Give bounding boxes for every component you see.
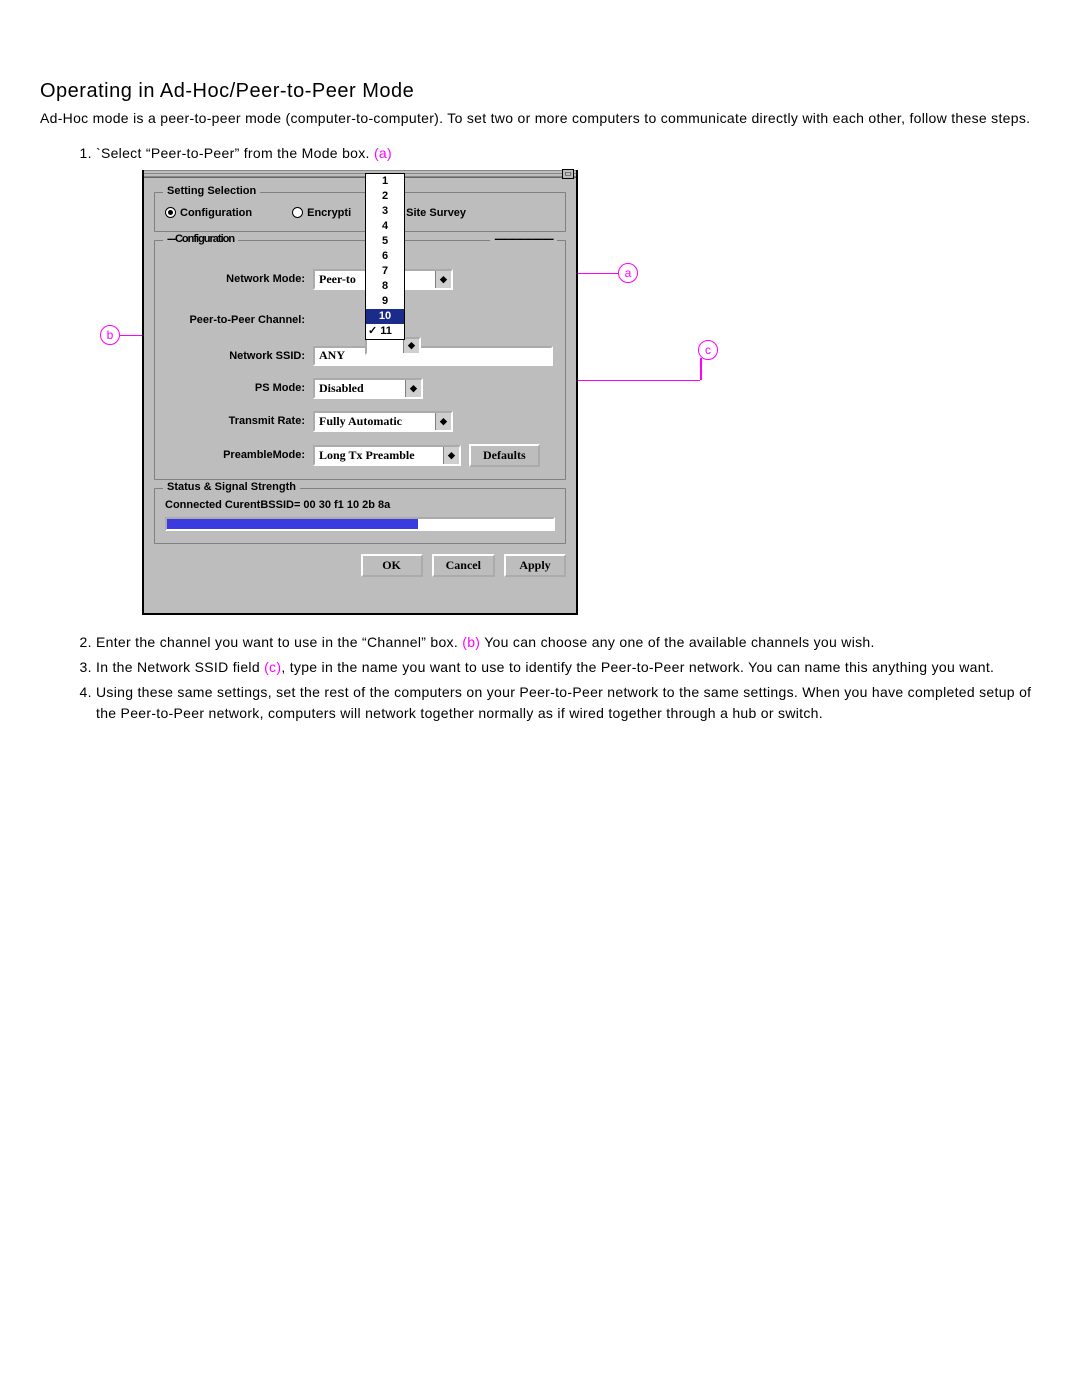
radio-site-survey-label: Site Survey xyxy=(406,207,466,219)
channel-opt-6[interactable]: 6 xyxy=(366,249,404,264)
step-2: Enter the channel you want to use in the… xyxy=(96,632,1040,653)
row-tx-rate: Transmit Rate: Fully Automatic ◆ xyxy=(165,411,555,432)
channel-opt-4[interactable]: 4 xyxy=(366,219,404,234)
select-ps-mode-value: Disabled xyxy=(319,381,364,396)
ok-button[interactable]: OK xyxy=(361,554,423,577)
row-ps-mode: PS Mode: Disabled ◆ xyxy=(165,378,555,399)
channel-opt-9[interactable]: 9 xyxy=(366,294,404,309)
row-network-mode: Network Mode: Peer-to ◆ xyxy=(165,269,555,290)
step3-b: , type in the name you want to use to id… xyxy=(281,659,994,675)
figure: b a c ▭ Setting Selection Configuration xyxy=(100,170,800,620)
channel-opt-11[interactable]: ✓ 11 xyxy=(366,324,404,339)
step-1: `Select “Peer-to-Peer” from the Mode box… xyxy=(96,143,1040,164)
channel-opt-5[interactable]: 5 xyxy=(366,234,404,249)
label-preamble: PreambleMode: xyxy=(165,449,313,461)
signal-progressbar xyxy=(165,517,555,531)
select-preamble[interactable]: Long Tx Preamble ◆ xyxy=(313,445,461,466)
step-list-cont: Enter the channel you want to use in the… xyxy=(40,632,1040,724)
status-text: Connected CurentBSSID= 00 30 f1 10 2b 8a xyxy=(165,499,555,511)
select-network-mode-value: Peer-to xyxy=(319,272,356,287)
callout-c: c xyxy=(698,340,718,360)
radio-configuration[interactable]: Configuration xyxy=(165,207,252,219)
chevron-updown-icon: ◆ xyxy=(443,447,459,464)
step2-a: Enter the channel you want to use in the… xyxy=(96,634,462,650)
step-3: In the Network SSID field (c), type in t… xyxy=(96,657,1040,678)
channel-dropdown[interactable]: 1 2 3 4 5 6 7 8 9 10 ✓ 11 xyxy=(365,173,405,340)
legend-configuration: ---Configuration xyxy=(163,233,238,245)
step2-marker: (b) xyxy=(462,634,480,650)
input-ssid-value: ANY xyxy=(319,348,345,363)
legend-status: Status & Signal Strength xyxy=(163,481,300,493)
group-setting-selection: Setting Selection Configuration Encrypti… xyxy=(154,192,566,232)
step3-a: In the Network SSID field xyxy=(96,659,264,675)
chevron-updown-icon: ◆ xyxy=(403,339,419,353)
channel-opt-2[interactable]: 2 xyxy=(366,189,404,204)
select-tx-rate[interactable]: Fully Automatic ◆ xyxy=(313,411,453,432)
step1-text: `Select “Peer-to-Peer” from the Mode box… xyxy=(96,145,374,161)
label-tx-rate: Transmit Rate: xyxy=(165,415,313,427)
cancel-button[interactable]: Cancel xyxy=(432,554,495,577)
step3-marker: (c) xyxy=(264,659,281,675)
group-status: Status & Signal Strength Connected Curen… xyxy=(154,488,566,544)
chevron-updown-icon: ◆ xyxy=(405,380,421,397)
radio-configuration-label: Configuration xyxy=(180,207,252,219)
row-p2p-channel: Peer-to-Peer Channel: xyxy=(165,314,555,326)
row-preamble: PreambleMode: Long Tx Preamble ◆ Default… xyxy=(165,444,555,467)
label-network-mode: Network Mode: xyxy=(165,273,313,285)
dialog-window: ▭ Setting Selection Configuration Encryp… xyxy=(142,170,578,615)
defaults-button[interactable]: Defaults xyxy=(469,444,540,467)
channel-opt-10[interactable]: 10 xyxy=(366,309,404,324)
button-row: OK Cancel Apply xyxy=(154,554,566,577)
label-ssid: Network SSID: xyxy=(165,350,313,362)
step-list: `Select “Peer-to-Peer” from the Mode box… xyxy=(40,143,1040,164)
channel-opt-8[interactable]: 8 xyxy=(366,279,404,294)
select-tx-rate-value: Fully Automatic xyxy=(319,414,402,429)
callout-c-line-v xyxy=(700,358,702,380)
titlebar: ▭ xyxy=(144,170,576,178)
group-configuration: ---Configuration ---------------------- … xyxy=(154,240,566,480)
step2-b: You can choose any one of the available … xyxy=(480,634,874,650)
row-ssid: Network SSID: ANY xyxy=(165,346,555,366)
radio-encryption[interactable]: Encrypti xyxy=(292,207,351,219)
select-preamble-value: Long Tx Preamble xyxy=(319,448,415,463)
callout-a: a xyxy=(618,263,638,283)
channel-opt-7[interactable]: 7 xyxy=(366,264,404,279)
chevron-updown-icon: ◆ xyxy=(435,271,451,288)
callout-b: b xyxy=(100,325,120,345)
radio-dot-icon xyxy=(165,207,176,218)
chevron-updown-icon: ◆ xyxy=(435,413,451,430)
legend-configuration-right: ---------------------- xyxy=(490,233,557,245)
radio-dot-icon xyxy=(292,207,303,218)
channel-opt-1[interactable]: 1 xyxy=(366,174,404,189)
step1-marker: (a) xyxy=(374,145,392,161)
input-ssid[interactable]: ANY xyxy=(313,346,553,366)
radio-encryption-label: Encrypti xyxy=(307,207,351,219)
channel-opt-3[interactable]: 3 xyxy=(366,204,404,219)
label-ps-mode: PS Mode: xyxy=(165,382,313,394)
page-title: Operating in Ad-Hoc/Peer-to-Peer Mode xyxy=(40,80,1040,103)
intro-text: Ad-Hoc mode is a peer-to-peer mode (comp… xyxy=(40,109,1040,129)
select-ps-mode[interactable]: Disabled ◆ xyxy=(313,378,423,399)
label-p2p-channel: Peer-to-Peer Channel: xyxy=(165,314,313,326)
step-4: Using these same settings, set the rest … xyxy=(96,682,1040,724)
legend-setting-selection: Setting Selection xyxy=(163,185,260,197)
signal-progressbar-fill xyxy=(167,519,418,529)
titlebar-minimize[interactable]: ▭ xyxy=(562,169,574,179)
apply-button[interactable]: Apply xyxy=(504,554,566,577)
